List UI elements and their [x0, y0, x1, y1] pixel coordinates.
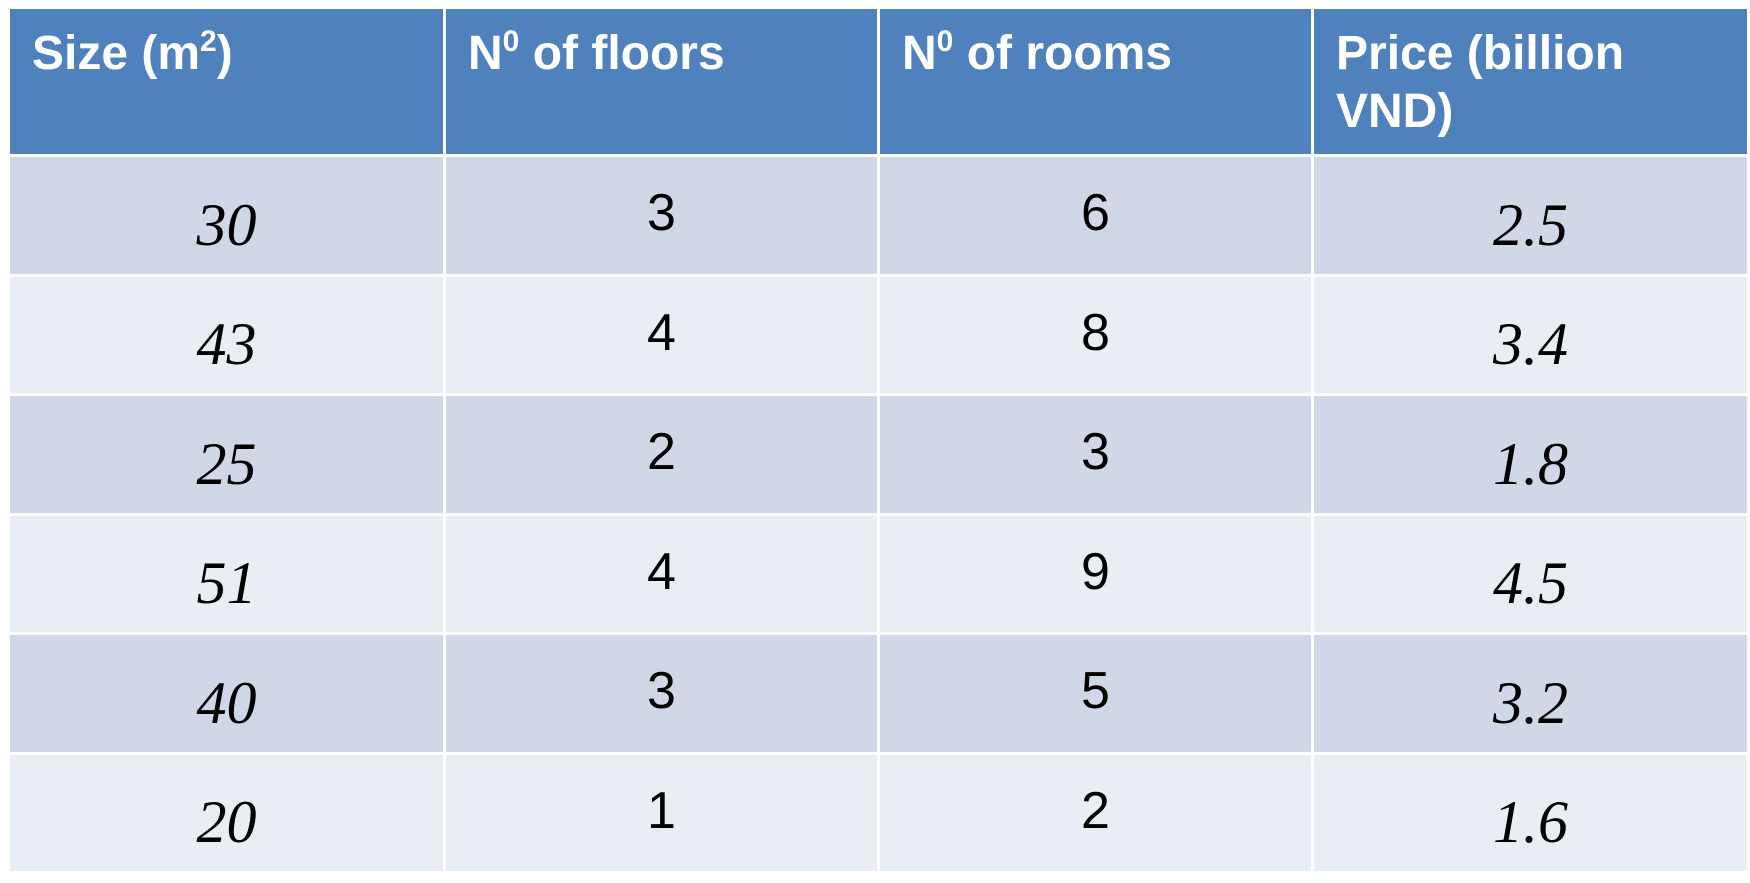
cell-floors: 1 [443, 751, 880, 874]
header-row: Size (m2) N0 of floors N0 of rooms Price… [7, 6, 1750, 157]
header-size-suffix: ) [216, 27, 233, 80]
data-table: Size (m2) N0 of floors N0 of rooms Price… [7, 6, 1750, 874]
cell-rooms: 6 [877, 154, 1314, 277]
header-rooms-suffix: of rooms [953, 27, 1173, 80]
cell-rooms: 5 [877, 632, 1314, 755]
header-price: Price (billion VND) [1311, 6, 1750, 157]
table-header: Size (m2) N0 of floors N0 of rooms Price… [7, 6, 1750, 157]
header-rooms-sup: 0 [936, 25, 954, 58]
cell-rooms: 3 [877, 393, 1314, 516]
header-rooms-prefix: N [902, 27, 937, 80]
cell-price: 1.8 [1311, 393, 1750, 516]
cell-size: 20 [7, 751, 446, 874]
cell-size: 25 [7, 393, 446, 516]
header-floors-sup: 0 [502, 25, 520, 58]
header-floors-prefix: N [468, 27, 503, 80]
cell-price: 4.5 [1311, 512, 1750, 635]
table-body: 30 3 6 2.5 43 4 8 3.4 25 2 3 1.8 51 4 9 [7, 154, 1750, 874]
cell-size: 40 [7, 632, 446, 755]
header-rooms: N0 of rooms [877, 6, 1314, 157]
house-data-table: Size (m2) N0 of floors N0 of rooms Price… [7, 6, 1750, 874]
cell-price: 3.4 [1311, 273, 1750, 396]
header-size: Size (m2) [7, 6, 446, 157]
cell-rooms: 9 [877, 512, 1314, 635]
header-floors: N0 of floors [443, 6, 880, 157]
table-row: 20 1 2 1.6 [7, 751, 1750, 874]
cell-rooms: 8 [877, 273, 1314, 396]
table-row: 51 4 9 4.5 [7, 512, 1750, 635]
table-row: 30 3 6 2.5 [7, 154, 1750, 277]
cell-size: 30 [7, 154, 446, 277]
header-price-line1: Price (billion [1336, 27, 1625, 80]
cell-floors: 4 [443, 512, 880, 635]
cell-floors: 3 [443, 632, 880, 755]
cell-floors: 4 [443, 273, 880, 396]
header-size-sup: 2 [200, 25, 217, 58]
header-size-prefix: Size (m [32, 27, 201, 80]
cell-price: 2.5 [1311, 154, 1750, 277]
cell-size: 43 [7, 273, 446, 396]
cell-floors: 3 [443, 154, 880, 277]
table-row: 40 3 5 3.2 [7, 632, 1750, 755]
cell-floors: 2 [443, 393, 880, 516]
header-price-line2: VND) [1336, 85, 1454, 138]
table-row: 25 2 3 1.8 [7, 393, 1750, 516]
header-floors-suffix: of floors [519, 27, 725, 80]
table-row: 43 4 8 3.4 [7, 273, 1750, 396]
cell-price: 1.6 [1311, 751, 1750, 874]
cell-size: 51 [7, 512, 446, 635]
cell-rooms: 2 [877, 751, 1314, 874]
cell-price: 3.2 [1311, 632, 1750, 755]
